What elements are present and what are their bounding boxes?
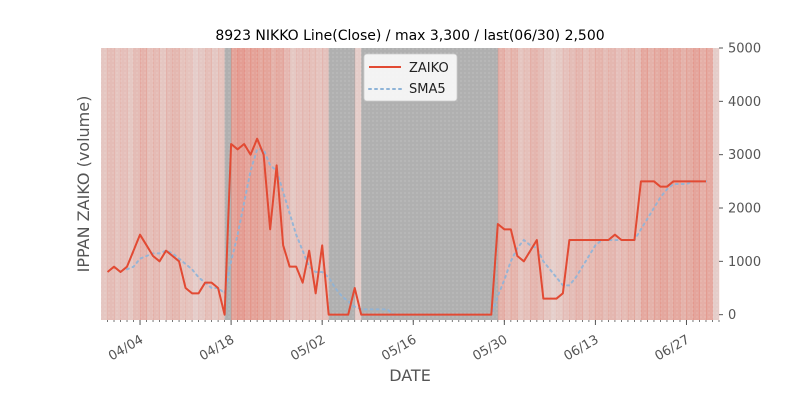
y-axis-ticks: 0 1000 2000 3000 4000 5000 bbox=[719, 42, 761, 323]
y-axis-label: IPPAN ZAIKO (volume) bbox=[74, 96, 93, 273]
legend-sma5-label: SMA5 bbox=[409, 82, 446, 97]
legend-zaiko-label: ZAIKO bbox=[409, 61, 449, 76]
y-tick-label: 0 bbox=[728, 308, 736, 323]
zaiko-line bbox=[106, 137, 706, 316]
y-tick-label: 4000 bbox=[728, 95, 761, 110]
chart-title: 8923 NIKKO Line(Close) / max 3,300 / las… bbox=[215, 28, 604, 44]
legend: ZAIKO SMA5 bbox=[363, 53, 458, 102]
y-tick-label: 3000 bbox=[728, 148, 761, 163]
y-tick-label: 2000 bbox=[728, 202, 761, 217]
x-axis-label: DATE bbox=[389, 366, 431, 385]
series-layer bbox=[106, 137, 707, 316]
y-tick-label: 5000 bbox=[728, 42, 761, 57]
y-tick-label: 1000 bbox=[728, 255, 761, 270]
